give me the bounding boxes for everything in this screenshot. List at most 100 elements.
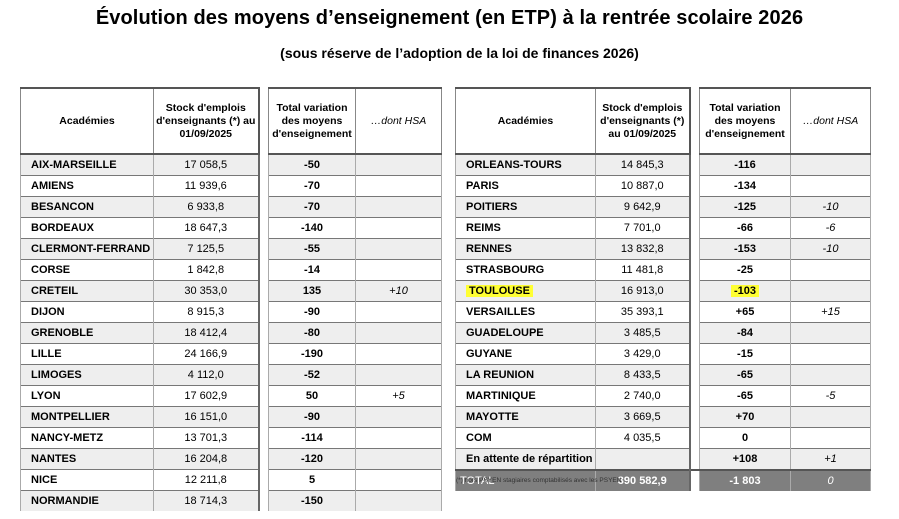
table-row: NANTES 16 204,8 -120 bbox=[20, 448, 442, 470]
stock-value: 4 112,0 bbox=[153, 364, 260, 386]
total-hsa: 0 bbox=[790, 469, 871, 491]
table-row: REIMS 7 701,0 -66 -6 bbox=[455, 217, 871, 239]
variation-value: -103 bbox=[699, 280, 791, 302]
academy-name: DIJON bbox=[20, 301, 154, 323]
variation-value: -14 bbox=[268, 259, 356, 281]
hsa-value: -10 bbox=[790, 238, 871, 260]
stock-value: 8 915,3 bbox=[153, 301, 260, 323]
hsa-value: +15 bbox=[790, 301, 871, 323]
academy-name: LILLE bbox=[20, 343, 154, 365]
academy-name: AIX-MARSEILLE bbox=[20, 154, 154, 176]
variation-value: -120 bbox=[268, 448, 356, 470]
footnote: (*) hors PSYEN stagiaires comptabilisés … bbox=[456, 477, 622, 484]
variation-value: -70 bbox=[268, 175, 356, 197]
stock-value: 1 842,8 bbox=[153, 259, 260, 281]
variation-value: 0 bbox=[699, 427, 791, 449]
table-row: ORLEANS-TOURS 14 845,3 -116 bbox=[455, 154, 871, 176]
hsa-value bbox=[355, 364, 442, 386]
header-stock: Stock d'emplois d'enseignants (*) au 01/… bbox=[595, 87, 691, 155]
table-row: NICE 12 211,8 5 bbox=[20, 469, 442, 491]
academy-name: NANTES bbox=[20, 448, 154, 470]
page-title: Évolution des moyens d’enseignement (en … bbox=[95, 7, 804, 29]
table-row: En attente de répartition +108 +1 bbox=[455, 448, 871, 470]
variation-value: -66 bbox=[699, 217, 791, 239]
academy-name: AMIENS bbox=[20, 175, 154, 197]
table-row: AMIENS 11 939,6 -70 bbox=[20, 175, 442, 197]
hsa-value bbox=[355, 175, 442, 197]
header-academies: Académies bbox=[20, 87, 154, 155]
hsa-value bbox=[790, 364, 871, 386]
highlight-mark: -103 bbox=[730, 285, 760, 297]
table-row: CLERMONT-FERRAND 7 125,5 -55 bbox=[20, 238, 442, 260]
hsa-value bbox=[355, 469, 442, 491]
header-dont-hsa: …dont HSA bbox=[355, 87, 442, 155]
variation-value: -116 bbox=[699, 154, 791, 176]
hsa-value bbox=[790, 427, 871, 449]
page-subtitle: (sous réserve de l’adoption de la loi de… bbox=[280, 45, 639, 61]
table-row: CORSE 1 842,8 -14 bbox=[20, 259, 442, 281]
hsa-value bbox=[355, 301, 442, 323]
table-left: Académies Stock d'emplois d'enseignants … bbox=[20, 87, 442, 511]
stock-value: 2 740,0 bbox=[595, 385, 691, 407]
table-row: COM 4 035,5 0 bbox=[455, 427, 871, 449]
academy-name: RENNES bbox=[455, 238, 596, 260]
stock-value: 14 845,3 bbox=[595, 154, 691, 176]
variation-value: -90 bbox=[268, 406, 356, 428]
academy-name: LIMOGES bbox=[20, 364, 154, 386]
hsa-value bbox=[790, 280, 871, 302]
table-row: GUYANE 3 429,0 -15 bbox=[455, 343, 871, 365]
academy-name: NORMANDIE bbox=[20, 490, 154, 511]
table-row: RENNES 13 832,8 -153 -10 bbox=[455, 238, 871, 260]
academy-name: STRASBOURG bbox=[455, 259, 596, 281]
header-dont-hsa: …dont HSA bbox=[790, 87, 871, 155]
table-row: LYON 17 602,9 50 +5 bbox=[20, 385, 442, 407]
variation-value: -150 bbox=[268, 490, 356, 511]
hsa-value bbox=[355, 322, 442, 344]
academy-name: BESANCON bbox=[20, 196, 154, 218]
variation-value: -90 bbox=[268, 301, 356, 323]
variation-value: -125 bbox=[699, 196, 791, 218]
hsa-value: +1 bbox=[790, 448, 871, 470]
variation-value: -55 bbox=[268, 238, 356, 260]
table-row: POITIERS 9 642,9 -125 -10 bbox=[455, 196, 871, 218]
table-row: AIX-MARSEILLE 17 058,5 -50 bbox=[20, 154, 442, 176]
stock-value: 3 429,0 bbox=[595, 343, 691, 365]
total-variation: -1 803 bbox=[699, 469, 791, 491]
table-row: CRETEIL 30 353,0 135 +10 bbox=[20, 280, 442, 302]
stock-value: 11 481,8 bbox=[595, 259, 691, 281]
academy-name: LYON bbox=[20, 385, 154, 407]
variation-value: -25 bbox=[699, 259, 791, 281]
header-total-variation: Total variation des moyens d'enseignemen… bbox=[699, 87, 791, 155]
table-row: VERSAILLES 35 393,1 +65 +15 bbox=[455, 301, 871, 323]
academy-name: ORLEANS-TOURS bbox=[455, 154, 596, 176]
variation-value: -153 bbox=[699, 238, 791, 260]
hsa-value bbox=[355, 406, 442, 428]
table-row: NORMANDIE 18 714,3 -150 bbox=[20, 490, 442, 511]
academy-name: CORSE bbox=[20, 259, 154, 281]
hsa-value bbox=[790, 154, 871, 176]
total-row: TOTAL 390 582,9 -1 803 0 bbox=[455, 469, 871, 491]
academy-name: LA REUNION bbox=[455, 364, 596, 386]
total-label: TOTAL bbox=[455, 469, 596, 491]
stock-value: 7 701,0 bbox=[595, 217, 691, 239]
academy-name: MAYOTTE bbox=[455, 406, 596, 428]
stock-value: 9 642,9 bbox=[595, 196, 691, 218]
hsa-value: -10 bbox=[790, 196, 871, 218]
hsa-value: +10 bbox=[355, 280, 442, 302]
table-row: TOULOUSE 16 913,0 -103 bbox=[455, 280, 871, 302]
variation-value: -65 bbox=[699, 385, 791, 407]
table-row: LILLE 24 166,9 -190 bbox=[20, 343, 442, 365]
variation-value: +65 bbox=[699, 301, 791, 323]
table-row: PARIS 10 887,0 -134 bbox=[455, 175, 871, 197]
academy-name: En attente de répartition bbox=[455, 448, 596, 470]
stock-value: 8 433,5 bbox=[595, 364, 691, 386]
stock-value: 12 211,8 bbox=[153, 469, 260, 491]
table-row: MAYOTTE 3 669,5 +70 bbox=[455, 406, 871, 428]
variation-value: -70 bbox=[268, 196, 356, 218]
hsa-value bbox=[355, 217, 442, 239]
stock-value: 16 151,0 bbox=[153, 406, 260, 428]
table-row: BESANCON 6 933,8 -70 bbox=[20, 196, 442, 218]
table-row: DIJON 8 915,3 -90 bbox=[20, 301, 442, 323]
stock-value: 11 939,6 bbox=[153, 175, 260, 197]
stock-value: 16 204,8 bbox=[153, 448, 260, 470]
